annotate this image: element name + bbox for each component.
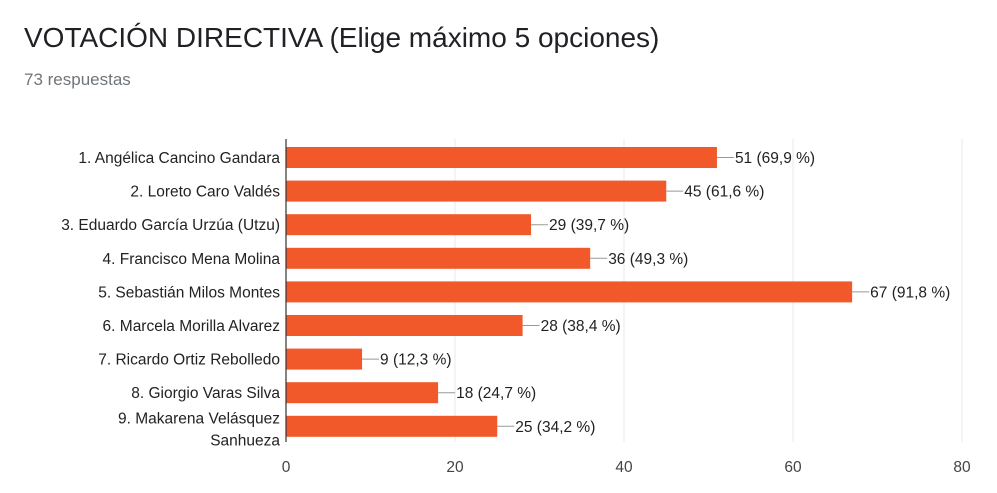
bar [286, 214, 532, 236]
data-label: 28 (38,4 %) [541, 318, 621, 335]
category-label-line-2: Sanhueza [210, 432, 280, 449]
data-label: 36 (49,3 %) [608, 251, 688, 268]
bar [286, 147, 717, 168]
data-label: 45 (61,6 %) [684, 184, 764, 201]
data-label: 9 (12,3 %) [380, 352, 452, 369]
bar [286, 180, 667, 202]
bar [286, 281, 853, 303]
category-label: 9. Makarena Velásquez [118, 410, 280, 427]
bar [286, 415, 498, 437]
bar [286, 348, 363, 370]
data-label: 51 (69,9 %) [735, 150, 815, 167]
x-tick-label: 60 [784, 459, 802, 476]
category-label: 2. Loreto Caro Valdés [130, 184, 280, 201]
category-label: 8. Giorgio Varas Silva [131, 385, 280, 402]
category-label: 1. Angélica Cancino Gandara [78, 150, 280, 167]
bar [286, 382, 439, 404]
chart-title: VOTACIÓN DIRECTIVA (Elige máximo 5 opcio… [24, 22, 660, 53]
data-label: 25 (34,2 %) [515, 419, 595, 436]
x-tick-label: 0 [282, 459, 291, 476]
bar [286, 315, 523, 336]
category-label: 3. Eduardo García Urzúa (Utzu) [61, 217, 280, 234]
category-label: 7. Ricardo Ortiz Rebolledo [98, 352, 280, 369]
x-tick-label: 40 [615, 459, 633, 476]
category-label: 4. Francisco Mena Molina [103, 251, 281, 268]
category-label: 5. Sebastián Milos Montes [98, 284, 280, 301]
x-tick-label: 20 [446, 459, 464, 476]
bar [286, 247, 591, 269]
data-label: 18 (24,7 %) [456, 385, 536, 402]
data-label: 29 (39,7 %) [549, 217, 629, 234]
response-count: 73 respuestas [24, 70, 131, 89]
category-label: 6. Marcela Morilla Alvarez [103, 318, 280, 335]
data-label: 67 (91,8 %) [870, 284, 950, 301]
x-tick-label: 80 [953, 459, 971, 476]
